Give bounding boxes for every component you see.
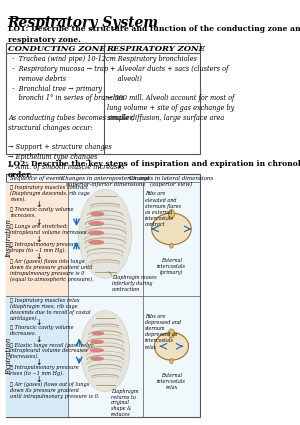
- Ellipse shape: [170, 359, 173, 364]
- Text: ↓: ↓: [35, 335, 41, 344]
- Text: ↓: ↓: [35, 200, 41, 209]
- Text: Diaphragm moves
inferlarly during
contraction: Diaphragm moves inferlarly during contra…: [112, 275, 157, 292]
- Ellipse shape: [90, 348, 104, 352]
- Ellipse shape: [168, 210, 175, 218]
- Ellipse shape: [92, 331, 104, 336]
- Text: -  Trachea (wind pipe) 10-12cm
  -  Respiratory mucosa → trap +
     remove debr: - Trachea (wind pipe) 10-12cm - Respirat…: [8, 55, 134, 171]
- Text: ③ Lungs are stretched;
intrapleural volume increases.: ③ Lungs are stretched; intrapleural volu…: [10, 224, 88, 235]
- Ellipse shape: [90, 212, 104, 217]
- Text: ① Inspiratory muscles relax
(diaphragm rises, rib cage
descends due to recoil of: ① Inspiratory muscles relax (diaphragm r…: [10, 298, 91, 321]
- Ellipse shape: [90, 340, 104, 344]
- Text: ↓: ↓: [35, 318, 41, 327]
- Text: ④ Intrapulmonary pressure
drops (to ~1 mm Hg).: ④ Intrapulmonary pressure drops (to ~1 m…: [10, 242, 79, 253]
- Text: LO1: Describe the structure and function of the conducting zone and
respiratory : LO1: Describe the structure and function…: [8, 26, 300, 44]
- Ellipse shape: [168, 329, 175, 338]
- Text: Ribs are
depressed and
sternum
depressed as
intercostals
relax: Ribs are depressed and sternum depressed…: [145, 314, 181, 350]
- Text: -  Respiratory bronchioles
  -  Alveolar ducts + sacs (clusters of
     alveoli): - Respiratory bronchioles - Alveolar duc…: [106, 55, 234, 122]
- Ellipse shape: [90, 357, 104, 361]
- Text: ⑤ Air (gases) flows out of lungs
down its pressure gradient
until intrapulmonary: ⑤ Air (gases) flows out of lungs down it…: [10, 382, 100, 399]
- Ellipse shape: [81, 311, 130, 392]
- Bar: [6, 174, 200, 416]
- Text: RESPIRATORY ZONE: RESPIRATORY ZONE: [106, 45, 206, 53]
- Ellipse shape: [152, 213, 191, 245]
- Ellipse shape: [88, 240, 104, 245]
- Text: ② Thoracic cavity volume
increases.: ② Thoracic cavity volume increases.: [10, 207, 74, 218]
- Text: ↓: ↓: [35, 358, 41, 367]
- Text: CONDUCTING ZONE: CONDUCTING ZONE: [8, 45, 106, 53]
- Text: ④ Intrapulmonary pressure
rises (to ~1 mm Hg).: ④ Intrapulmonary pressure rises (to ~1 m…: [10, 365, 79, 376]
- Text: ③ Elastic lungs recoil (passively);
intrapleural volume decreases
(increases).: ③ Elastic lungs recoil (passively); intr…: [10, 342, 95, 359]
- Ellipse shape: [170, 243, 173, 248]
- Bar: [6, 296, 68, 416]
- Text: ↓: ↓: [35, 235, 41, 244]
- Text: ② Thoracic cavity volume
decreases.: ② Thoracic cavity volume decreases.: [10, 325, 74, 336]
- Text: Expiration: Expiration: [6, 337, 14, 375]
- Ellipse shape: [154, 332, 188, 360]
- Ellipse shape: [88, 221, 104, 226]
- Text: Sequence of events: Sequence of events: [10, 176, 64, 181]
- Ellipse shape: [88, 230, 104, 235]
- Bar: [6, 182, 68, 296]
- Text: Changes in anteroposterior and
superior-inferior dimensions: Changes in anteroposterior and superior-…: [61, 176, 149, 187]
- Text: Ribs are
elevated and
sternum flares
as external
intercostals
contract: Ribs are elevated and sternum flares as …: [145, 191, 181, 227]
- Ellipse shape: [79, 189, 132, 278]
- Text: ↓: ↓: [35, 375, 41, 384]
- Text: ① Inspiratory muscles contract
(Diaphragm descends, rib cage
rises).: ① Inspiratory muscles contract (Diaphrag…: [10, 185, 90, 202]
- Bar: [6, 43, 200, 154]
- Text: External
intercostals
relax: External intercostals relax: [157, 373, 186, 391]
- Text: Changes in lateral dimensions
(superior view): Changes in lateral dimensions (superior …: [129, 176, 214, 187]
- Text: External
intercostals
(primary): External intercostals (primary): [157, 258, 186, 275]
- Text: Inspiration: Inspiration: [6, 219, 14, 258]
- Text: ↓: ↓: [35, 218, 41, 227]
- Text: Diaphragm
returns to
original
shape &
reduces: Diaphragm returns to original shape & re…: [111, 389, 138, 417]
- Text: ↓: ↓: [35, 252, 41, 261]
- Text: ⑤ Air (gases) flows into lungs
down its pressure gradient until
intrapulmonary p: ⑤ Air (gases) flows into lungs down its …: [10, 259, 94, 282]
- Text: Respiratory System: Respiratory System: [8, 16, 158, 30]
- Text: LO2: Describe the key steps of inspiration and expiration in chronological
order: LO2: Describe the key steps of inspirati…: [8, 160, 300, 178]
